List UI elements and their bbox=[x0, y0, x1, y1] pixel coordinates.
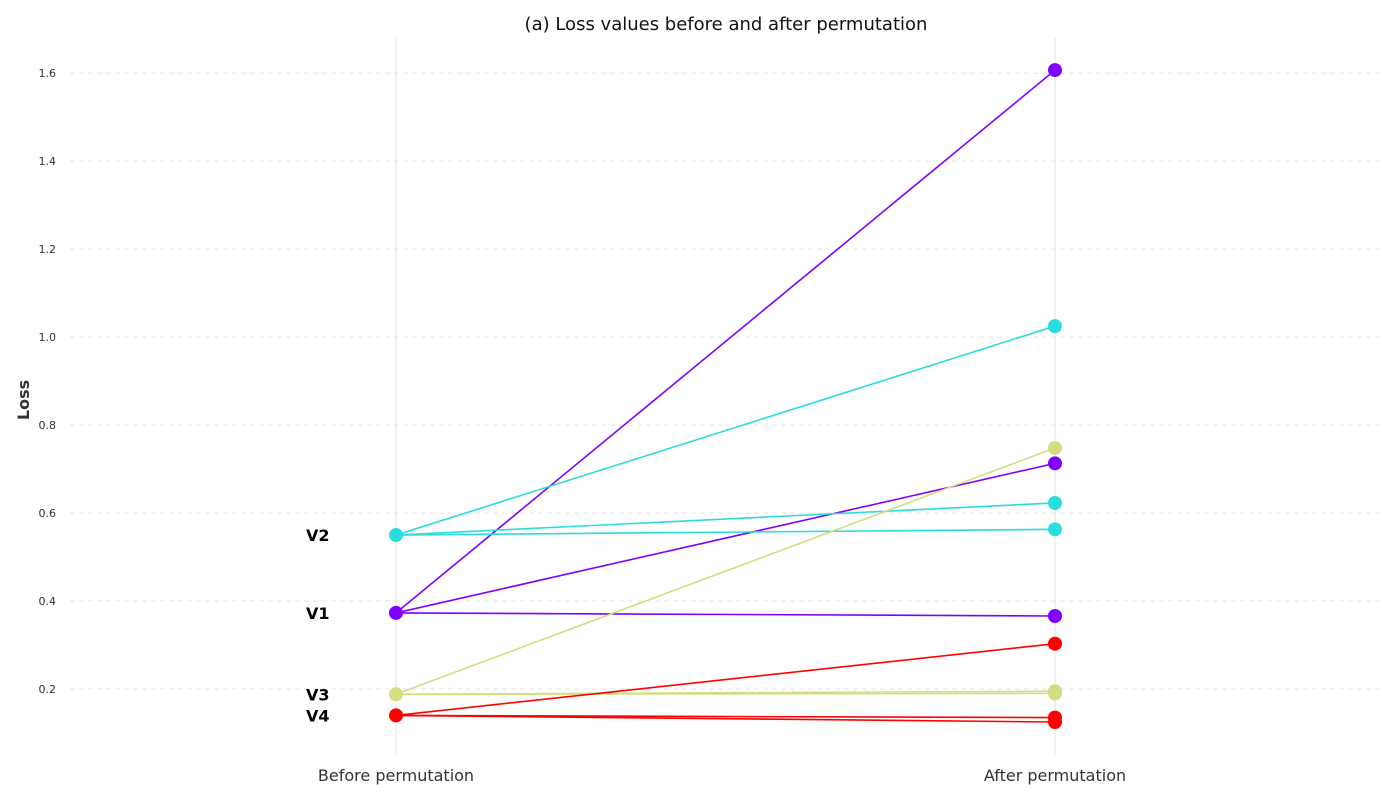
y-tick-label: 1.6 bbox=[39, 67, 57, 80]
after-point bbox=[1048, 63, 1062, 78]
y-tick-label: 0.8 bbox=[39, 419, 57, 432]
after-point bbox=[1048, 522, 1062, 537]
y-tick-label: 0.2 bbox=[39, 683, 57, 696]
y-tick-labels: 0.2 0.4 0.6 0.8 1.0 1.2 1.4 1.6 bbox=[39, 67, 57, 696]
y-tick-label: 0.4 bbox=[39, 595, 57, 608]
series-line bbox=[395, 528, 1056, 536]
y-axis-label: Loss bbox=[14, 380, 33, 420]
after-point bbox=[1048, 440, 1062, 455]
series-group-v1 bbox=[389, 63, 1062, 623]
after-point bbox=[1048, 636, 1062, 651]
group-label: V1 bbox=[306, 604, 330, 623]
group-labels: V1 V2 V3 V4 bbox=[306, 526, 330, 725]
x-tick-label: After permutation bbox=[984, 766, 1126, 785]
series-group-v3 bbox=[389, 440, 1062, 702]
series-line bbox=[395, 502, 1056, 536]
after-point bbox=[1048, 686, 1062, 701]
series-line bbox=[395, 462, 1056, 614]
after-point bbox=[1048, 715, 1062, 730]
after-point bbox=[1048, 495, 1062, 510]
series-line bbox=[395, 642, 1056, 717]
group-label: V4 bbox=[306, 706, 330, 725]
after-point bbox=[1048, 319, 1062, 334]
y-tick-label: 1.0 bbox=[39, 331, 57, 344]
before-point bbox=[389, 605, 403, 620]
series-line bbox=[395, 612, 1056, 617]
after-point bbox=[1048, 456, 1062, 471]
series-line bbox=[395, 69, 1056, 614]
before-point bbox=[389, 687, 403, 702]
y-tick-label: 1.4 bbox=[39, 155, 57, 168]
series-group-v4 bbox=[389, 636, 1062, 730]
series-line bbox=[395, 692, 1056, 696]
y-tick-label: 0.6 bbox=[39, 507, 57, 520]
x-tick-labels: Before permutation After permutation bbox=[318, 766, 1126, 785]
chart-title: (a) Loss values before and after permuta… bbox=[525, 14, 928, 35]
before-point bbox=[389, 708, 403, 723]
series-layer bbox=[389, 63, 1062, 730]
x-tick-label: Before permutation bbox=[318, 766, 474, 785]
grid-layer bbox=[70, 38, 1385, 755]
series-line bbox=[395, 714, 1056, 723]
series-group-v2 bbox=[389, 319, 1062, 543]
before-point bbox=[389, 528, 403, 543]
y-tick-label: 1.2 bbox=[39, 243, 57, 256]
series-line bbox=[395, 447, 1056, 696]
group-label: V2 bbox=[306, 526, 330, 545]
group-label: V3 bbox=[306, 685, 330, 704]
after-point bbox=[1048, 608, 1062, 623]
series-line bbox=[395, 325, 1056, 536]
